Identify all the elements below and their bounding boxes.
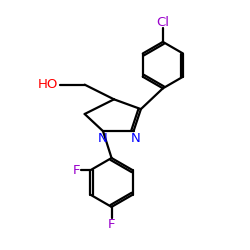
Text: F: F — [108, 218, 115, 230]
Text: N: N — [98, 132, 108, 145]
Text: F: F — [73, 164, 81, 177]
Text: Cl: Cl — [156, 16, 170, 29]
Text: HO: HO — [38, 78, 58, 91]
Text: N: N — [131, 132, 141, 145]
